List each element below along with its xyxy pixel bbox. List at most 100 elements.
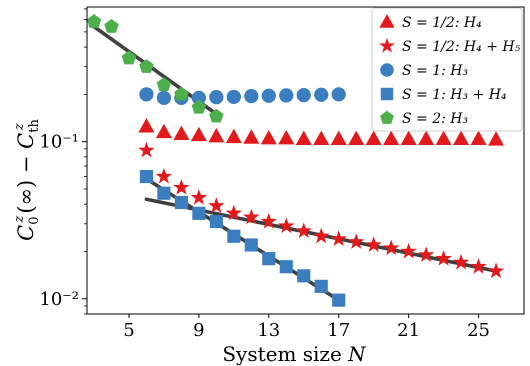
- data-series: [86, 14, 505, 307]
- legend-frame: [371, 7, 523, 132]
- data-point: [330, 130, 347, 146]
- data-point: [209, 90, 224, 105]
- data-point: [173, 125, 190, 140]
- data-point: [208, 128, 225, 143]
- data-point: [138, 141, 155, 158]
- series-circle: [139, 87, 346, 106]
- data-point: [330, 230, 347, 247]
- data-point: [314, 279, 328, 293]
- data-point: [191, 90, 206, 106]
- data-point: [453, 130, 470, 146]
- legend-label: S = 1/2: H₄: [402, 15, 482, 31]
- legend-marker: [380, 63, 394, 77]
- data-point: [296, 87, 311, 103]
- y-tick-label: 10⁻¹: [39, 132, 79, 153]
- legend-marker: [379, 37, 395, 53]
- data-point: [400, 242, 417, 259]
- data-point: [192, 206, 206, 220]
- svg-text:C0z(∞) − Cthz: C0z(∞) − Cthz: [12, 119, 42, 241]
- legend-label: S = 2: H₃: [402, 111, 469, 127]
- legend-marker: [379, 14, 395, 28]
- plot-frame: [86, 6, 525, 315]
- data-point: [452, 253, 470, 270]
- data-point: [174, 195, 188, 210]
- data-point: [261, 88, 276, 103]
- data-point: [470, 258, 487, 274]
- y-axis-label: C0z(∞) − Cthz: [12, 119, 42, 241]
- data-point: [225, 204, 243, 221]
- data-point: [138, 118, 155, 133]
- data-point: [208, 197, 225, 213]
- data-point: [226, 89, 241, 104]
- data-point: [365, 236, 382, 252]
- data-point: [157, 186, 171, 200]
- data-point: [209, 215, 223, 229]
- series-square: [139, 169, 346, 307]
- data-point: [121, 50, 137, 65]
- data-point: [278, 217, 295, 234]
- data-point: [155, 123, 172, 139]
- data-point: [244, 88, 259, 104]
- data-point: [156, 90, 172, 106]
- data-point: [418, 130, 435, 146]
- data-point: [227, 229, 241, 243]
- legend-label: S = 1/2: H₄ + H₅: [402, 39, 521, 55]
- data-point: [295, 222, 312, 238]
- legend-label: S = 1: H₃: [402, 63, 469, 79]
- series-star: [138, 141, 505, 279]
- svg-text:System size N: System size N: [222, 342, 367, 366]
- data-point: [156, 77, 172, 92]
- data-point: [190, 126, 207, 142]
- data-point: [400, 130, 417, 146]
- data-point: [435, 250, 452, 266]
- data-point: [487, 262, 505, 279]
- data-point: [86, 14, 102, 28]
- legend-marker: [380, 110, 394, 124]
- data-point: [347, 233, 365, 249]
- data-point: [174, 86, 189, 101]
- data-point: [488, 131, 505, 146]
- y-tick-label: 10⁻²: [39, 289, 79, 310]
- series-triangle: [138, 118, 505, 146]
- data-point: [173, 178, 190, 195]
- data-point: [313, 227, 330, 244]
- data-point: [435, 130, 452, 146]
- data-point: [104, 19, 119, 33]
- data-point: [243, 208, 260, 225]
- data-point: [365, 130, 382, 146]
- data-point: [155, 167, 173, 184]
- x-tick-label: 25: [467, 320, 490, 341]
- data-point: [382, 239, 400, 256]
- data-point: [243, 129, 260, 144]
- data-point: [279, 88, 294, 103]
- x-tick-label: 9: [193, 320, 204, 341]
- data-point: [383, 130, 400, 146]
- data-point: [139, 87, 154, 102]
- data-point: [314, 87, 329, 102]
- legend-label: S = 1: H₃ + H₄: [402, 87, 507, 103]
- data-point: [225, 128, 242, 144]
- data-point: [417, 246, 435, 262]
- data-point: [139, 59, 154, 73]
- x-axis-label: System size N: [222, 342, 367, 366]
- legend: S = 1/2: H₄ S = 1/2: H₄ + H₅ S = 1: H₃ S = …: [371, 7, 523, 132]
- data-point: [348, 130, 365, 146]
- data-point: [279, 260, 293, 274]
- x-tick-label: 13: [257, 320, 280, 341]
- data-point: [295, 130, 312, 146]
- x-tick-label: 21: [397, 320, 420, 341]
- data-point: [313, 130, 330, 146]
- data-point: [260, 129, 277, 145]
- data-point: [139, 169, 154, 184]
- data-point: [278, 129, 295, 145]
- data-point: [470, 130, 487, 146]
- axes: 5 9 13 17 21 25 10⁻² 10⁻¹: [39, 6, 525, 341]
- data-point: [209, 108, 224, 123]
- data-point: [190, 189, 208, 205]
- data-point: [244, 238, 258, 252]
- x-tick-label: 5: [123, 320, 134, 341]
- data-point: [191, 99, 207, 114]
- data-point: [260, 212, 277, 229]
- data-point: [262, 252, 276, 266]
